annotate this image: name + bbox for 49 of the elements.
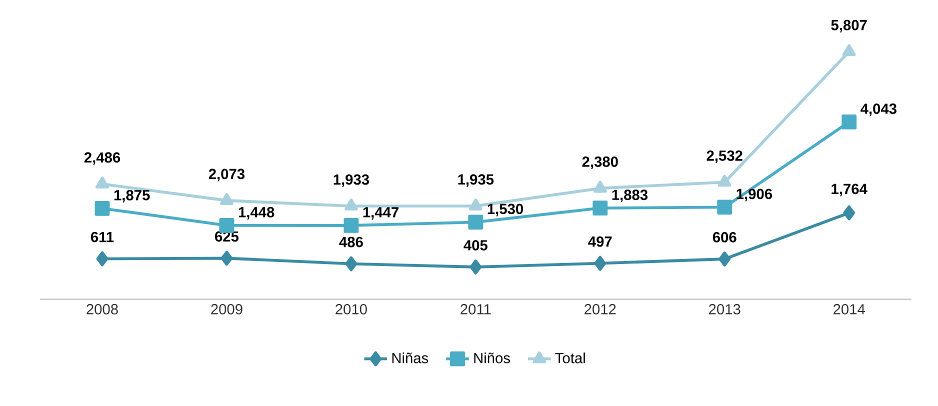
data-label: 1,875: [114, 190, 150, 203]
data-label: 606: [712, 232, 736, 242]
point: [220, 250, 233, 266]
point: [718, 174, 732, 187]
data-label: 4,043: [860, 104, 897, 116]
data-label: 2,486: [84, 152, 120, 165]
point: [593, 180, 607, 193]
point: [718, 252, 731, 266]
point: [96, 176, 109, 189]
point: [344, 218, 359, 233]
point: [345, 256, 358, 272]
x-tick-label: 2009: [211, 304, 242, 314]
data-label: 1,764: [832, 184, 868, 196]
point: [717, 200, 732, 215]
point: [470, 260, 482, 274]
point: [220, 193, 234, 205]
data-label: 1,935: [458, 174, 494, 187]
data-label: 611: [90, 232, 114, 242]
data-label: 2,380: [582, 156, 618, 170]
data-label: 5,807: [831, 20, 867, 32]
data-label: 486: [339, 236, 363, 248]
point: [94, 200, 110, 216]
x-tick-label: 2010: [336, 304, 367, 314]
point: [469, 198, 482, 210]
point: [843, 205, 856, 220]
legend-label: Niños: [474, 352, 510, 364]
data-label: 1,448: [238, 207, 274, 220]
point: [344, 198, 358, 211]
point: [842, 114, 857, 130]
point: [592, 200, 608, 216]
x-tick-label: 2012: [584, 304, 616, 314]
legend-label: Total: [555, 352, 585, 364]
data-label: 1,447: [363, 207, 398, 220]
data-label: 405: [464, 240, 488, 250]
x-tick-label: 2013: [709, 304, 740, 314]
data-label: 1,530: [488, 204, 523, 216]
point: [594, 256, 606, 271]
x-tick-label: 2008: [86, 304, 118, 314]
legend-label: Niñas: [392, 352, 428, 364]
data-label: 497: [588, 236, 612, 247]
data-label: 1,883: [612, 190, 648, 202]
point: [842, 44, 856, 56]
data-label: 1,933: [334, 174, 370, 187]
data-label: 2,073: [208, 168, 245, 182]
data-label: 2,532: [706, 150, 742, 163]
point: [96, 251, 108, 266]
x-tick-label: 2014: [834, 304, 865, 314]
point: [468, 214, 484, 230]
x-tick-label: 2011: [460, 304, 491, 314]
